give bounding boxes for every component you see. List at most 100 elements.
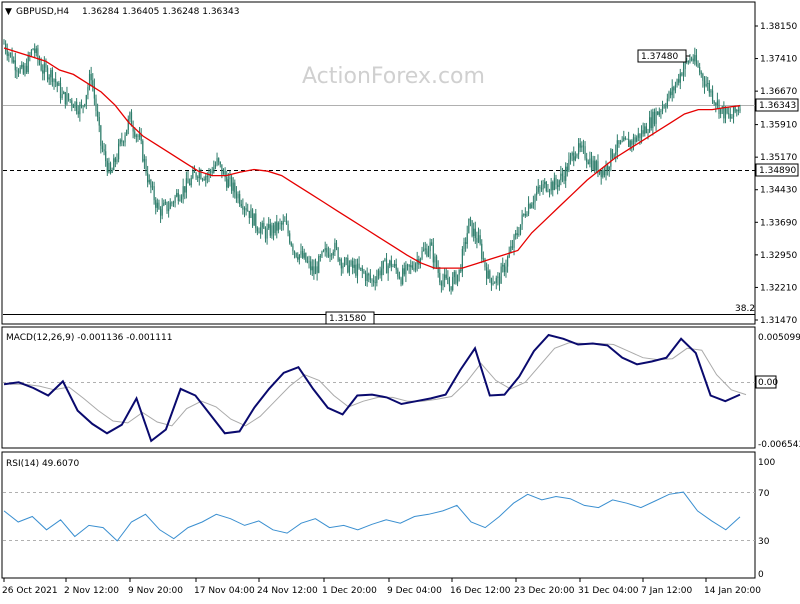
rsi-tick-0: 0	[758, 570, 764, 580]
candle-body	[343, 258, 346, 266]
candle-body	[261, 223, 263, 228]
candle-body	[737, 110, 739, 112]
candle-body	[285, 221, 288, 225]
candle-body	[502, 264, 504, 267]
candle-body	[40, 63, 42, 71]
candle-body	[581, 145, 583, 148]
candle-body	[335, 242, 338, 248]
candle-body	[347, 257, 349, 273]
candle-body	[645, 126, 647, 134]
candle-body	[27, 55, 29, 73]
candle-body	[198, 171, 200, 179]
candle-body	[329, 254, 331, 257]
candle-body	[553, 177, 555, 191]
candle-body	[661, 106, 664, 111]
candle-body	[156, 202, 158, 208]
candle-body	[137, 135, 139, 137]
candle-body	[72, 104, 75, 108]
candle-body	[310, 261, 312, 271]
candle-body	[48, 77, 50, 80]
price-tick-label: 1.35170	[760, 153, 797, 163]
candle-body	[389, 260, 391, 266]
candle-body	[134, 131, 136, 137]
candle-body	[707, 83, 709, 84]
candle-body	[319, 256, 321, 258]
candle-body	[576, 154, 578, 157]
candle-body	[550, 181, 552, 191]
candle-body	[159, 209, 162, 216]
candle-body	[726, 107, 728, 114]
candle-body	[616, 140, 618, 152]
candle-body	[490, 278, 493, 285]
candle-body	[187, 178, 189, 184]
candle-body	[301, 251, 304, 258]
candle-body	[82, 105, 84, 107]
candle-body	[255, 213, 257, 229]
candle-body	[284, 220, 286, 222]
candle-body	[678, 79, 680, 83]
candle-body	[668, 91, 670, 99]
candle-body	[705, 83, 707, 87]
candle-body	[76, 101, 78, 112]
candle-body	[560, 173, 562, 181]
candle-body	[168, 208, 170, 212]
candle-body	[495, 277, 497, 283]
candle-body	[442, 280, 444, 286]
candle-body	[381, 268, 383, 276]
candle-body	[169, 202, 171, 209]
dropdown-arrow-icon[interactable]: ▼	[5, 7, 12, 17]
candle-body	[739, 108, 741, 112]
candle-body	[274, 221, 276, 234]
candle-body	[195, 172, 197, 178]
candle-body	[663, 106, 665, 108]
candle-body	[321, 251, 323, 257]
candle-body	[80, 104, 83, 107]
candle-body	[406, 264, 409, 266]
candle-body	[424, 248, 426, 250]
candle-body	[211, 171, 213, 173]
time-tick-label: 24 Nov 12:00	[257, 586, 318, 596]
candle-body	[527, 203, 530, 214]
candle-body	[718, 100, 720, 115]
candle-body	[337, 247, 339, 261]
candle-body	[608, 166, 610, 170]
candle-body	[508, 252, 510, 258]
candle-body	[334, 242, 336, 252]
candle-body	[734, 106, 736, 112]
candle-body	[63, 92, 65, 94]
candle-body	[264, 228, 267, 239]
candle-body	[58, 82, 60, 86]
candle-body	[53, 78, 55, 83]
candle-body	[484, 258, 486, 268]
candle-body	[539, 186, 541, 189]
candle-body	[145, 158, 147, 174]
time-tick-label: 14 Jan 20:00	[704, 586, 761, 596]
candle-body	[624, 137, 627, 139]
candle-body	[263, 223, 265, 229]
current-price-badge	[755, 98, 799, 112]
candle-body	[100, 125, 102, 146]
candle-body	[410, 265, 412, 267]
candle-body	[59, 82, 62, 99]
candle-body	[644, 126, 646, 134]
candle-body	[92, 80, 94, 87]
candle-body	[209, 170, 212, 172]
candle-body	[445, 274, 447, 279]
macd-zero-label: 0.00	[758, 378, 778, 388]
candle-body	[132, 126, 134, 132]
candle-body	[368, 273, 370, 276]
candle-body	[587, 161, 589, 165]
candle-body	[731, 117, 733, 119]
candle-body	[326, 248, 328, 253]
candle-body	[180, 196, 183, 200]
candle-body	[569, 155, 572, 160]
candle-body	[711, 90, 714, 102]
candle-body	[461, 248, 463, 272]
candle-body	[487, 270, 489, 279]
candle-body	[573, 152, 575, 161]
candle-body	[56, 82, 58, 86]
candle-body	[555, 177, 557, 185]
current-price-label: 1.36343	[759, 101, 796, 111]
candle-body	[166, 201, 168, 212]
candle-body	[513, 235, 515, 248]
